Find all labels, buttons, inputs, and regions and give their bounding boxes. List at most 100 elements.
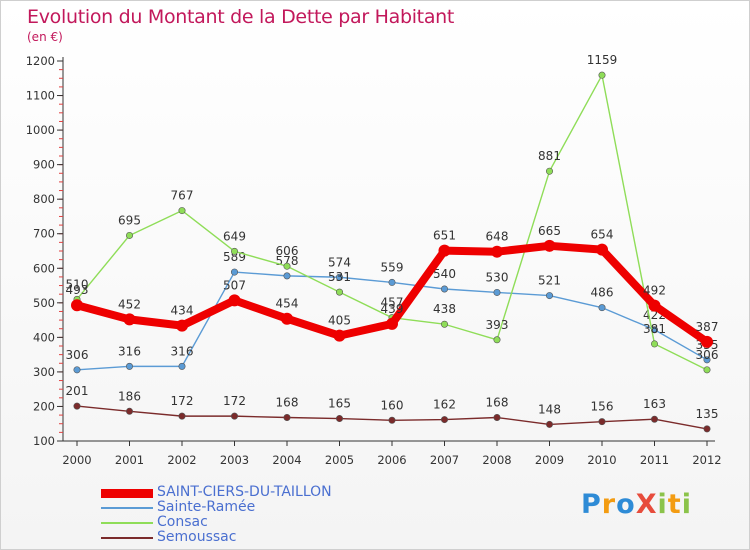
x-tick-label: 2007: [430, 453, 459, 467]
legend-swatch: [101, 537, 153, 539]
data-point: [596, 243, 608, 256]
data-point: [176, 319, 188, 332]
data-point: [493, 336, 501, 344]
data-point: [283, 262, 291, 270]
data-label: 381: [643, 322, 666, 336]
series-saint-ciers-du-taillon: 493 452 434 507 454 405 439 651 648 665 654 492 387: [66, 224, 718, 348]
logo-letter: P: [581, 489, 602, 520]
data-label: 521: [538, 274, 561, 288]
data-point: [126, 231, 134, 239]
data-label: 492: [643, 284, 666, 298]
logo-letter: r: [601, 489, 617, 520]
chart-title: Evolution du Montant de la Dette par Hab…: [27, 6, 455, 28]
x-tick-label: 2011: [640, 453, 669, 467]
data-label: 574: [328, 255, 351, 269]
data-point: [648, 299, 661, 312]
legend-label: Semoussac: [157, 529, 237, 545]
data-label: 438: [433, 302, 456, 316]
y-tick-label: 1200: [26, 54, 55, 68]
logo-letter: X: [635, 489, 658, 520]
data-label: 201: [66, 384, 89, 398]
data-point: [126, 362, 134, 370]
data-label: 651: [433, 229, 456, 243]
y-tick-label: 400: [33, 330, 55, 344]
chart-subtitle: (en €): [27, 30, 63, 44]
data-label: 439: [381, 302, 404, 316]
legend-swatch: [101, 522, 153, 524]
data-point: [73, 366, 81, 374]
x-tick-label: 2003: [220, 453, 249, 467]
x-tick-label: 2009: [535, 453, 564, 467]
data-label: 452: [118, 297, 141, 311]
data-point: [123, 313, 136, 326]
y-tick-label: 1000: [26, 123, 55, 137]
data-label: 454: [276, 297, 299, 311]
data-label: 881: [538, 149, 561, 163]
data-point: [598, 304, 606, 312]
data-label: 530: [486, 270, 509, 284]
data-point: [335, 273, 343, 281]
data-point: [440, 416, 448, 424]
x-tick-label: 2000: [62, 453, 91, 467]
data-label: 172: [171, 394, 194, 408]
y-tick-label: 500: [33, 296, 55, 310]
data-point: [178, 207, 186, 215]
data-label: 434: [171, 304, 194, 318]
data-label: 160: [381, 398, 404, 412]
data-point: [650, 340, 658, 348]
data-point: [598, 71, 606, 79]
data-label: 540: [433, 267, 456, 281]
data-label: 168: [276, 396, 299, 410]
data-label: 163: [643, 397, 666, 411]
data-point: [491, 245, 503, 258]
data-label: 156: [591, 400, 614, 414]
logo-letter: i: [657, 489, 668, 520]
y-tick-label: 1100: [26, 89, 55, 103]
x-tick-label: 2008: [482, 453, 511, 467]
data-label: 165: [328, 397, 351, 411]
data-point: [440, 320, 448, 328]
data-point: [126, 407, 134, 415]
data-label: 168: [486, 396, 509, 410]
proxiti-logo: ProXiti: [581, 489, 692, 520]
data-label: 649: [223, 229, 246, 243]
x-tick-label: 2002: [167, 453, 196, 467]
data-label: 654: [591, 228, 614, 242]
data-point: [440, 285, 448, 293]
legend-swatch: [101, 507, 153, 509]
legend-label: Sainte-Ramée: [157, 499, 256, 515]
y-tick-label: 600: [33, 261, 55, 275]
data-point: [545, 292, 553, 300]
data-label: 606: [276, 244, 299, 258]
data-label: 1159: [587, 53, 618, 67]
data-label: 531: [328, 270, 351, 284]
data-point: [335, 288, 343, 296]
x-tick-label: 2005: [325, 453, 354, 467]
data-point: [73, 402, 81, 410]
x-tick-label: 2012: [692, 453, 721, 467]
data-point: [543, 239, 556, 252]
x-tick-label: 2006: [377, 453, 406, 467]
y-tick-label: 300: [33, 365, 55, 379]
legend-swatch: [101, 488, 153, 498]
y-tick-label: 900: [33, 158, 55, 172]
logo-letter: o: [616, 489, 636, 520]
data-label: 162: [433, 398, 456, 412]
data-point: [178, 412, 186, 420]
data-point: [701, 335, 713, 348]
y-tick-label: 800: [33, 192, 55, 206]
data-point: [281, 312, 293, 325]
data-point: [650, 415, 658, 423]
series-semoussac: 201 186 172 172 168 165 160 162 168 148 156 163 135: [66, 384, 718, 433]
legend-label: Consac: [157, 514, 208, 530]
data-label: 306: [66, 348, 89, 362]
data-label: 405: [328, 314, 351, 328]
data-point: [71, 299, 83, 312]
data-point: [333, 329, 346, 342]
data-label: 486: [591, 286, 614, 300]
data-point: [545, 420, 553, 428]
data-point: [386, 317, 398, 330]
data-point: [493, 288, 501, 296]
data-label: 186: [118, 389, 141, 403]
